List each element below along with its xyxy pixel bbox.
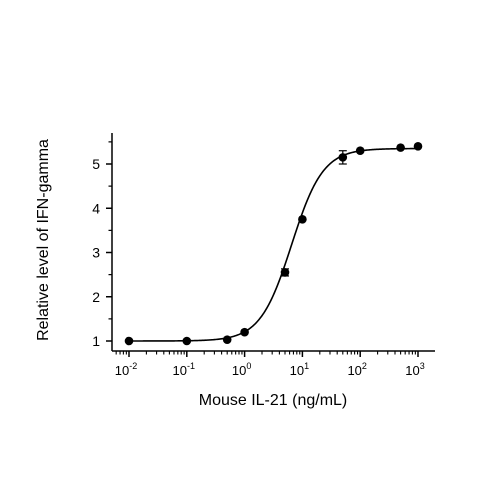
data-point <box>298 215 307 224</box>
data-point <box>413 142 423 151</box>
x-tick-label: 101 <box>290 361 309 378</box>
data-point <box>222 335 232 344</box>
x-tick-label: 103 <box>405 361 424 378</box>
x-tick-label: 100 <box>232 361 251 378</box>
fit-curve-layer <box>129 147 419 342</box>
y-tick-label: 2 <box>92 289 100 305</box>
data-point <box>182 336 192 346</box>
data-points <box>124 142 423 346</box>
data-point <box>338 153 348 162</box>
y-tick-label: 4 <box>92 200 100 216</box>
data-point <box>396 143 405 152</box>
x-tick-label: 10-1 <box>173 361 195 378</box>
data-point <box>280 268 290 277</box>
x-tick-label: 102 <box>347 361 366 378</box>
x-axis-label: Mouse IL-21 (ng/mL) <box>199 392 348 409</box>
data-point <box>124 336 134 346</box>
axes: 1 2 3 4 5 10-2 10-1 100 101 102 103 <box>92 133 435 378</box>
y-axis-label: Relative level of IFN-gamma <box>35 139 52 341</box>
data-point <box>355 146 365 156</box>
fit-curve <box>129 147 419 342</box>
axis-labels: Mouse IL-21 (ng/mL) Relative level of IF… <box>35 139 347 409</box>
y-tick-label: 1 <box>92 333 100 349</box>
y-tick-label: 5 <box>92 156 100 172</box>
data-point <box>240 327 249 337</box>
y-tick-label: 3 <box>92 245 100 261</box>
x-tick-label: 10-2 <box>115 361 137 378</box>
